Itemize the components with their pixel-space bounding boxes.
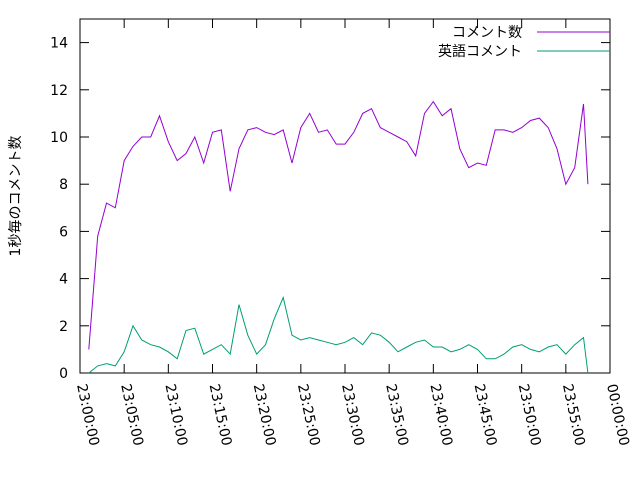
x-tick-label: 23:45:00 [471,383,500,448]
x-tick-label: 23:05:00 [117,383,146,448]
y-tick-label: 4 [59,272,68,288]
y-tick-label: 10 [50,130,68,146]
y-tick-label: 8 [59,177,68,193]
y-tick-label: 14 [50,36,68,52]
x-tick-label: 00:00:00 [603,383,632,448]
x-tick-label: 23:15:00 [206,383,235,448]
y-tick-label: 2 [59,319,68,335]
x-tick-label: 23:20:00 [250,383,279,448]
y-tick-label: 0 [59,366,68,382]
plot-border [79,18,611,374]
x-tick-label: 23:40:00 [426,383,455,448]
y-tick-label: 12 [50,83,68,99]
x-tick-label: 23:25:00 [294,383,323,448]
legend-label: 英語コメント [438,43,522,60]
x-tick-label: 23:55:00 [559,383,588,448]
series-line [88,295,589,374]
y-tick-label: 6 [59,224,68,240]
y-axis-label: 1秒毎のコメント数 [8,136,24,257]
series-line [88,100,589,350]
legend-label: コメント数 [452,25,522,41]
x-tick-label: 23:30:00 [338,383,367,448]
x-tick-label: 23:35:00 [382,383,411,448]
x-tick-label: 23:50:00 [515,383,544,448]
x-tick-label: 23:10:00 [161,383,190,448]
x-tick-label: 23:00:00 [73,383,102,448]
